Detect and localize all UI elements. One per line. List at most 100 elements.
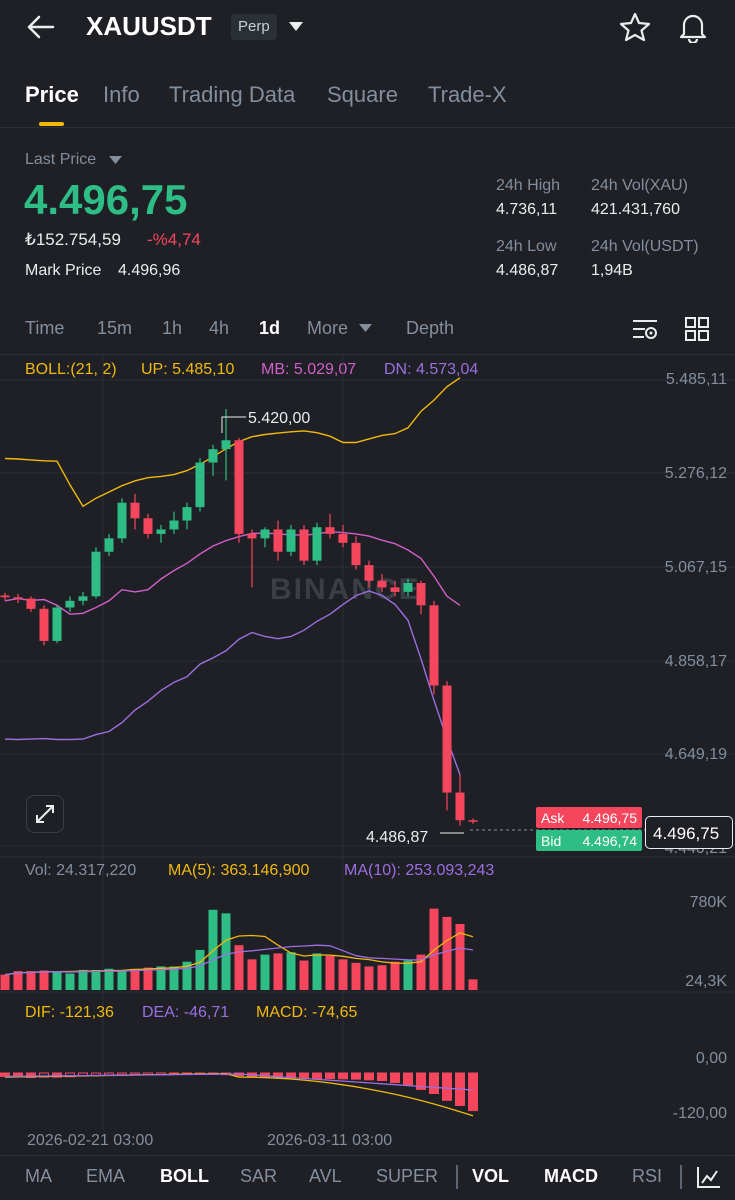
- candle-body: [364, 565, 374, 581]
- boll-mb: MB: 5.029,07: [261, 361, 357, 378]
- macd-dif: DIF: -121,36: [25, 1004, 114, 1021]
- volume-bar: [273, 953, 283, 990]
- price-tick: 4.858,17: [664, 653, 727, 670]
- candle-body: [208, 449, 218, 463]
- tab-info[interactable]: Info: [103, 82, 140, 107]
- tab-separator: [456, 1165, 458, 1189]
- volume-bar: [117, 969, 127, 990]
- perp-badge: Perp: [231, 14, 277, 40]
- high-value: 4.736,11: [496, 201, 558, 218]
- candle-body: [468, 820, 478, 822]
- date-label: 2026-02-21 03:00: [27, 1132, 154, 1149]
- tf-depth[interactable]: Depth: [406, 318, 455, 338]
- candle-body: [104, 538, 114, 552]
- current-price-value: 4.496,75: [653, 824, 720, 843]
- tab-price[interactable]: Price: [25, 82, 79, 107]
- volume-bar: [13, 971, 23, 990]
- candle-body: [351, 542, 361, 566]
- candle-body: [78, 596, 88, 601]
- candle-body: [13, 597, 23, 599]
- boll-params: BOLL:(21, 2): [25, 361, 117, 378]
- price-tick: 4.649,19: [664, 746, 727, 763]
- mark-price: 4.496,96: [118, 262, 181, 279]
- macd-histogram-bar: [468, 1072, 478, 1112]
- symbol-title[interactable]: XAUUSDT: [86, 11, 212, 41]
- volume-bar: [208, 909, 218, 990]
- change-pct: -%4,74: [147, 230, 201, 249]
- indicator-settings-icon[interactable]: [696, 1165, 722, 1189]
- kline-chart[interactable]: BINANCE: [0, 355, 735, 1155]
- bell-icon[interactable]: [678, 11, 708, 43]
- bid-label: Bid: [541, 833, 562, 849]
- candle-body: [221, 440, 231, 450]
- ind-avl[interactable]: AVL: [309, 1166, 342, 1186]
- volume-bar: [156, 966, 166, 990]
- layout-grid-icon[interactable]: [685, 317, 709, 341]
- tab-square[interactable]: Square: [327, 82, 398, 107]
- macd-histogram-bar: [299, 1072, 309, 1079]
- low-value: 4.486,87: [496, 262, 559, 279]
- bid-box: Bid 4.496,74: [536, 830, 642, 851]
- tf-1h[interactable]: 1h: [162, 318, 183, 338]
- high-marker: [221, 416, 246, 433]
- back-arrow-icon[interactable]: [26, 14, 56, 40]
- vol-usdt-value: 1,94B: [591, 262, 633, 279]
- candle-body: [156, 529, 166, 534]
- more-caret-icon[interactable]: [359, 324, 372, 333]
- active-tab-indicator: [39, 122, 64, 126]
- last-price-label[interactable]: Last Price: [25, 151, 97, 168]
- tf-more[interactable]: More: [307, 318, 349, 338]
- vol-ma10: MA(10): 253.093,243: [344, 862, 495, 879]
- last-price: 4.496,75: [24, 176, 188, 223]
- volume-bar: [0, 974, 10, 990]
- macd-histogram-bar: [325, 1072, 335, 1079]
- high-annotation: 5.420,00: [248, 410, 311, 427]
- tf-15m[interactable]: 15m: [97, 318, 133, 338]
- volume-bar: [247, 959, 257, 990]
- star-icon[interactable]: [619, 12, 651, 42]
- candle-body: [299, 529, 309, 561]
- candle-body: [429, 605, 439, 686]
- ask-box: Ask 4.496,75: [536, 807, 642, 828]
- tf-4h[interactable]: 4h: [209, 318, 230, 338]
- volume-bar: [143, 967, 153, 990]
- macd-axis-bottom: -120,00: [672, 1105, 727, 1122]
- ind-ma[interactable]: MA: [25, 1166, 52, 1186]
- chart-settings-icon[interactable]: [632, 317, 658, 341]
- volume-bar: [104, 968, 114, 990]
- boll-upper-line: [4, 377, 461, 508]
- ind-vol[interactable]: VOL: [472, 1166, 510, 1186]
- volume-bar: [416, 954, 426, 990]
- current-price-tag: 4.496,75: [645, 816, 733, 849]
- toolbar-divider: [0, 354, 735, 355]
- macd-axis-top: 0,00: [695, 1050, 727, 1067]
- ind-macd[interactable]: MACD: [544, 1166, 598, 1186]
- ask-label: Ask: [541, 810, 565, 826]
- volume-bar: [286, 952, 296, 990]
- candle-body: [26, 598, 36, 609]
- candle-body: [416, 582, 426, 606]
- candle-body: [65, 600, 75, 608]
- tab-trading-data[interactable]: Trading Data: [169, 82, 296, 107]
- volume-bar: [91, 969, 101, 990]
- tf-1d[interactable]: 1d: [259, 318, 281, 338]
- candle-body: [325, 527, 335, 534]
- caret-down-icon[interactable]: [109, 156, 122, 165]
- volume-bar: [221, 913, 231, 990]
- ind-rsi[interactable]: RSI: [632, 1166, 663, 1186]
- vol-axis-bottom: 24,3K: [685, 973, 727, 990]
- ind-boll[interactable]: BOLL: [160, 1166, 209, 1186]
- ind-ema[interactable]: EMA: [86, 1166, 126, 1186]
- tab-trade-x[interactable]: Trade-X: [428, 82, 507, 107]
- chevron-down-icon[interactable]: [288, 21, 304, 33]
- bottom-divider: [0, 1155, 735, 1156]
- volume-bar: [325, 955, 335, 990]
- candle-body: [169, 520, 179, 530]
- tf-time[interactable]: Time: [25, 318, 65, 338]
- boll-dn: DN: 4.573,04: [384, 361, 479, 378]
- boll-up: UP: 5.485,10: [141, 361, 235, 378]
- candle-body: [338, 533, 348, 543]
- fullscreen-button[interactable]: [26, 795, 64, 833]
- ind-super[interactable]: SUPER: [376, 1166, 439, 1186]
- ind-sar[interactable]: SAR: [240, 1166, 278, 1186]
